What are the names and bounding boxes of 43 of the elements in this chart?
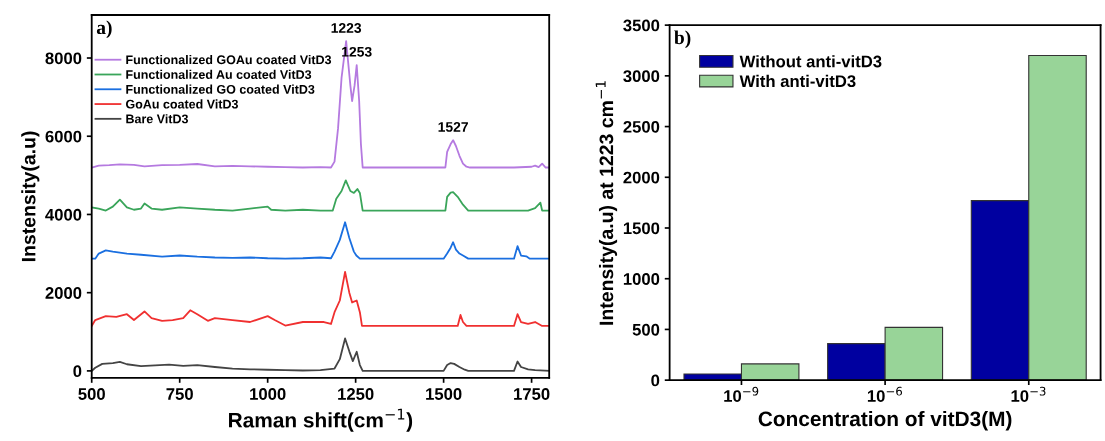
y-tick-label: 3500 <box>623 19 660 32</box>
y-tick-label: 2500 <box>623 120 660 133</box>
y-tick-label: 4000 <box>45 208 82 221</box>
legend-label: Bare VitD3 <box>126 114 189 124</box>
y-tick-label: 6000 <box>45 130 82 143</box>
y-tick-label: 0 <box>73 365 82 378</box>
y-tick-label: 1500 <box>623 222 660 235</box>
legend-label: Functionalized GOAu coated VitD3 <box>126 55 332 65</box>
x-tick-label: 10$^{−9}$ <box>724 386 759 402</box>
annotation: a) <box>96 20 112 39</box>
x-axis-title: Concentration of vitD3(M) <box>758 410 1012 431</box>
annotation: 1527 <box>438 122 468 132</box>
x-tick-label: 10$^{−3}$ <box>1011 386 1046 402</box>
legend-label: GoAu coated VitD3 <box>125 99 238 109</box>
x-tick-label: 1500 <box>426 388 462 400</box>
y-axis-title: Instensity(a.u) <box>21 131 40 262</box>
x-tick-label: 750 <box>166 388 193 400</box>
annotation: 1223 <box>331 23 362 33</box>
line-series <box>91 221 550 260</box>
line-series <box>91 271 550 327</box>
y-tick-label: 0 <box>651 374 660 387</box>
legend-label: Functionalized Au coated VitD3 <box>126 69 312 80</box>
y-tick-label: 2000 <box>623 171 660 184</box>
x-tick-label: 1250 <box>338 388 374 400</box>
y-tick-label: 8000 <box>45 52 82 65</box>
line-series <box>91 179 550 212</box>
legend-label: With anti-vitD3 <box>739 74 856 88</box>
y-tick-label: 500 <box>632 323 660 336</box>
x-axis-title: Raman shift(cm$^{−1}$) <box>229 408 413 432</box>
annotation: b) <box>674 30 691 49</box>
x-tick-label: 1750 <box>514 388 550 400</box>
annotation: 1253 <box>342 46 372 57</box>
legend-label: Without anti-vitD3 <box>739 55 882 68</box>
x-tick-label: 1000 <box>250 388 286 400</box>
y-tick-label: 1000 <box>623 273 660 285</box>
legend-label: Functionalized GO coated VitD3 <box>126 84 315 94</box>
y-tick-label: 2000 <box>45 287 82 299</box>
line-series <box>91 337 550 372</box>
y-axis-title: Intensity(a.u) at 1223 cm$^{−1}$ <box>595 81 618 325</box>
x-tick-label: 500 <box>78 388 105 400</box>
line-series <box>91 40 550 169</box>
y-tick-label: 3000 <box>623 70 660 83</box>
x-tick-label: 10$^{−6}$ <box>867 386 903 402</box>
